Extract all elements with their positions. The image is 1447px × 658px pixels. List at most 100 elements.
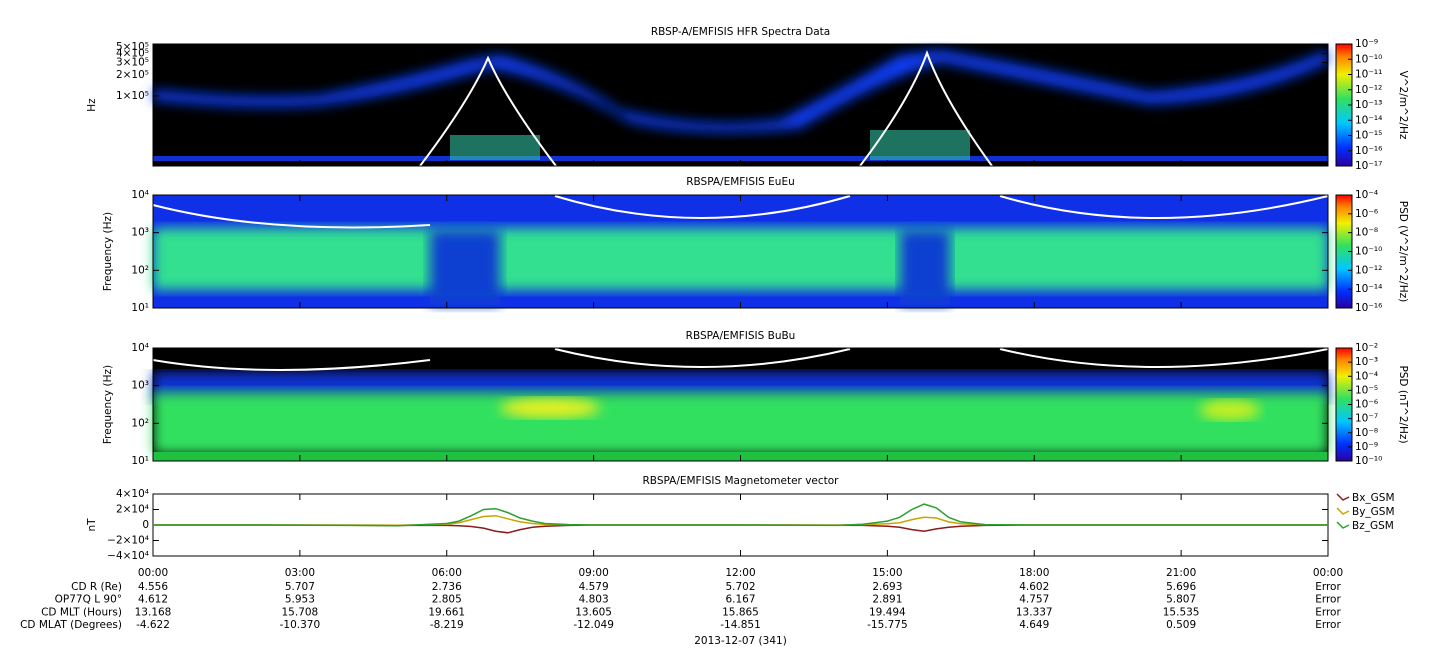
ephemeris-value: 19.661	[428, 606, 465, 618]
y-tick-label: 10³	[131, 227, 149, 239]
x-tick-label: 15:00	[872, 567, 902, 579]
colorbar-tick-label: 10⁻¹⁰	[1355, 455, 1382, 467]
colorbar-tick-label: 10⁻¹⁵	[1355, 130, 1382, 142]
x-tick-label: 00:00	[138, 567, 168, 579]
ephemeris-value: -4.622	[136, 619, 170, 631]
x-tick-label: 21:00	[1166, 567, 1196, 579]
colorbar-tick-label: 10⁻¹²	[1355, 264, 1382, 276]
colorbar-label: PSD (V^2/m^2/Hz)	[1397, 201, 1409, 302]
colorbar-tick-label: 10⁻⁴	[1355, 189, 1378, 201]
colorbar-tick-label: 10⁻⁴	[1355, 370, 1378, 382]
ephemeris-value: 6.167	[725, 594, 755, 606]
colorbar-label: PSD (nT^2/Hz)	[1397, 365, 1409, 443]
ephemeris-value: 4.602	[1019, 581, 1049, 593]
y-tick-label: 5×10⁵	[116, 41, 149, 53]
colorbar-tick-label: 10⁻⁹	[1355, 441, 1378, 453]
x-tick-label: 06:00	[432, 567, 462, 579]
panel-title: RBSP-A/EMFISIS HFR Spectra Data	[651, 26, 830, 38]
ephemeris-value: 4.803	[579, 594, 609, 606]
colorbar-tick-label: 10⁻⁷	[1355, 413, 1378, 425]
legend-swatch	[1336, 507, 1350, 515]
ephemeris-value: 2.891	[872, 594, 902, 606]
x-tick-label: 18:00	[1019, 567, 1049, 579]
ephemeris-value: 4.649	[1019, 619, 1049, 631]
legend-swatch	[1336, 521, 1350, 529]
colorbar-tick-label: 10⁻⁶	[1355, 208, 1378, 220]
ephemeris-label: CD R (Re)	[71, 581, 122, 593]
ephemeris-value: Error	[1315, 619, 1341, 631]
date-label: 2013-12-07 (341)	[694, 635, 787, 647]
colorbar-tick-label: 10⁻¹⁴	[1355, 283, 1382, 295]
panel-title: RBSPA/EMFISIS EuEu	[686, 176, 795, 188]
y-tick-label: 10¹	[131, 455, 149, 467]
y-axis-label: nT	[86, 518, 98, 532]
ephemeris-value: 13.605	[575, 606, 612, 618]
x-tick-label: 03:00	[285, 567, 315, 579]
colorbar-tick-label: 10⁻¹⁴	[1355, 114, 1382, 126]
x-tick-label: 00:00	[1313, 567, 1343, 579]
ephemeris-value: 5.707	[285, 581, 315, 593]
y-tick-label: 10⁴	[131, 342, 149, 354]
ephemeris-value: 5.953	[285, 594, 315, 606]
y-tick-label: −2×10⁴	[107, 535, 149, 547]
panel-title: RBSPA/EMFISIS Magnetometer vector	[643, 475, 840, 487]
y-tick-label: 10²	[131, 417, 149, 429]
y-tick-label: 0	[142, 519, 149, 531]
colorbar-tick-label: 10⁻¹¹	[1355, 69, 1382, 81]
panel-title: RBSPA/EMFISIS BuBu	[686, 330, 796, 342]
y-axis-label: Frequency (Hz)	[102, 365, 114, 444]
spectrogram-image	[152, 44, 1329, 461]
ephemeris-value: -8.219	[430, 619, 464, 631]
series-line	[153, 524, 1328, 534]
y-axis-label: Frequency (Hz)	[102, 212, 114, 291]
colorbar-tick-label: 10⁻⁵	[1355, 384, 1378, 396]
ephemeris-value: Error	[1315, 581, 1341, 593]
ephemeris-value: Error	[1315, 606, 1341, 618]
legend-label: By_GSM	[1352, 506, 1395, 518]
legend-label: Bz_GSM	[1352, 520, 1394, 532]
y-tick-label: 10¹	[131, 302, 149, 314]
ephemeris-value: -10.370	[280, 619, 321, 631]
ephemeris-value: 5.702	[725, 581, 755, 593]
x-tick-label: 12:00	[725, 567, 755, 579]
y-tick-label: 2×10⁵	[116, 69, 149, 81]
colorbar-tick-label: 10⁻⁶	[1355, 399, 1378, 411]
ephemeris-value: 19.494	[869, 606, 906, 618]
y-tick-label: 10⁴	[131, 189, 149, 201]
ephemeris-value: 13.168	[135, 606, 172, 618]
ephemeris-value: 15.865	[722, 606, 759, 618]
x-tick-label: 09:00	[578, 567, 608, 579]
colorbar-label: V^2/m^2/Hz	[1397, 71, 1409, 140]
ephemeris-value: 15.708	[282, 606, 319, 618]
y-tick-label: 1×10⁵	[116, 90, 149, 102]
ephemeris-value: 2.693	[872, 581, 902, 593]
y-tick-label: 2×10⁴	[116, 504, 149, 516]
legend-swatch	[1336, 493, 1350, 501]
ephemeris-value: 4.579	[579, 581, 609, 593]
ephemeris-label: CD MLT (Hours)	[41, 606, 122, 618]
ephemeris-value: 4.757	[1019, 594, 1049, 606]
ephemeris-value: 5.807	[1166, 594, 1196, 606]
colorbar-tick-label: 10⁻¹³	[1355, 99, 1382, 111]
y-tick-label: −4×10⁴	[107, 550, 149, 562]
ephemeris-value: 5.696	[1166, 581, 1196, 593]
colorbar-tick-label: 10⁻¹²	[1355, 84, 1382, 96]
ephemeris-value: 0.509	[1166, 619, 1196, 631]
legend-label: Bx_GSM	[1352, 492, 1395, 504]
colorbar-tick-label: 10⁻¹⁶	[1355, 302, 1382, 314]
ephemeris-value: -14.851	[720, 619, 761, 631]
colorbar-tick-label: 10⁻⁸	[1355, 427, 1378, 439]
ephemeris-value: 4.612	[138, 594, 168, 606]
ephemeris-value: 2.805	[432, 594, 462, 606]
colorbar-tick-label: 10⁻⁹	[1355, 38, 1378, 50]
ephemeris-value: 4.556	[138, 581, 168, 593]
ephemeris-value: -12.049	[573, 619, 614, 631]
colorbar-tick-label: 10⁻¹⁰	[1355, 53, 1382, 65]
y-tick-label: 4×10⁵	[116, 48, 149, 60]
y-tick-label: 3×10⁵	[116, 56, 149, 68]
colorbar-tick-label: 10⁻¹⁷	[1355, 160, 1382, 172]
colorbar-tick-label: 10⁻²	[1355, 342, 1378, 354]
y-tick-label: 4×10⁴	[116, 488, 149, 500]
series-line	[153, 503, 1328, 527]
